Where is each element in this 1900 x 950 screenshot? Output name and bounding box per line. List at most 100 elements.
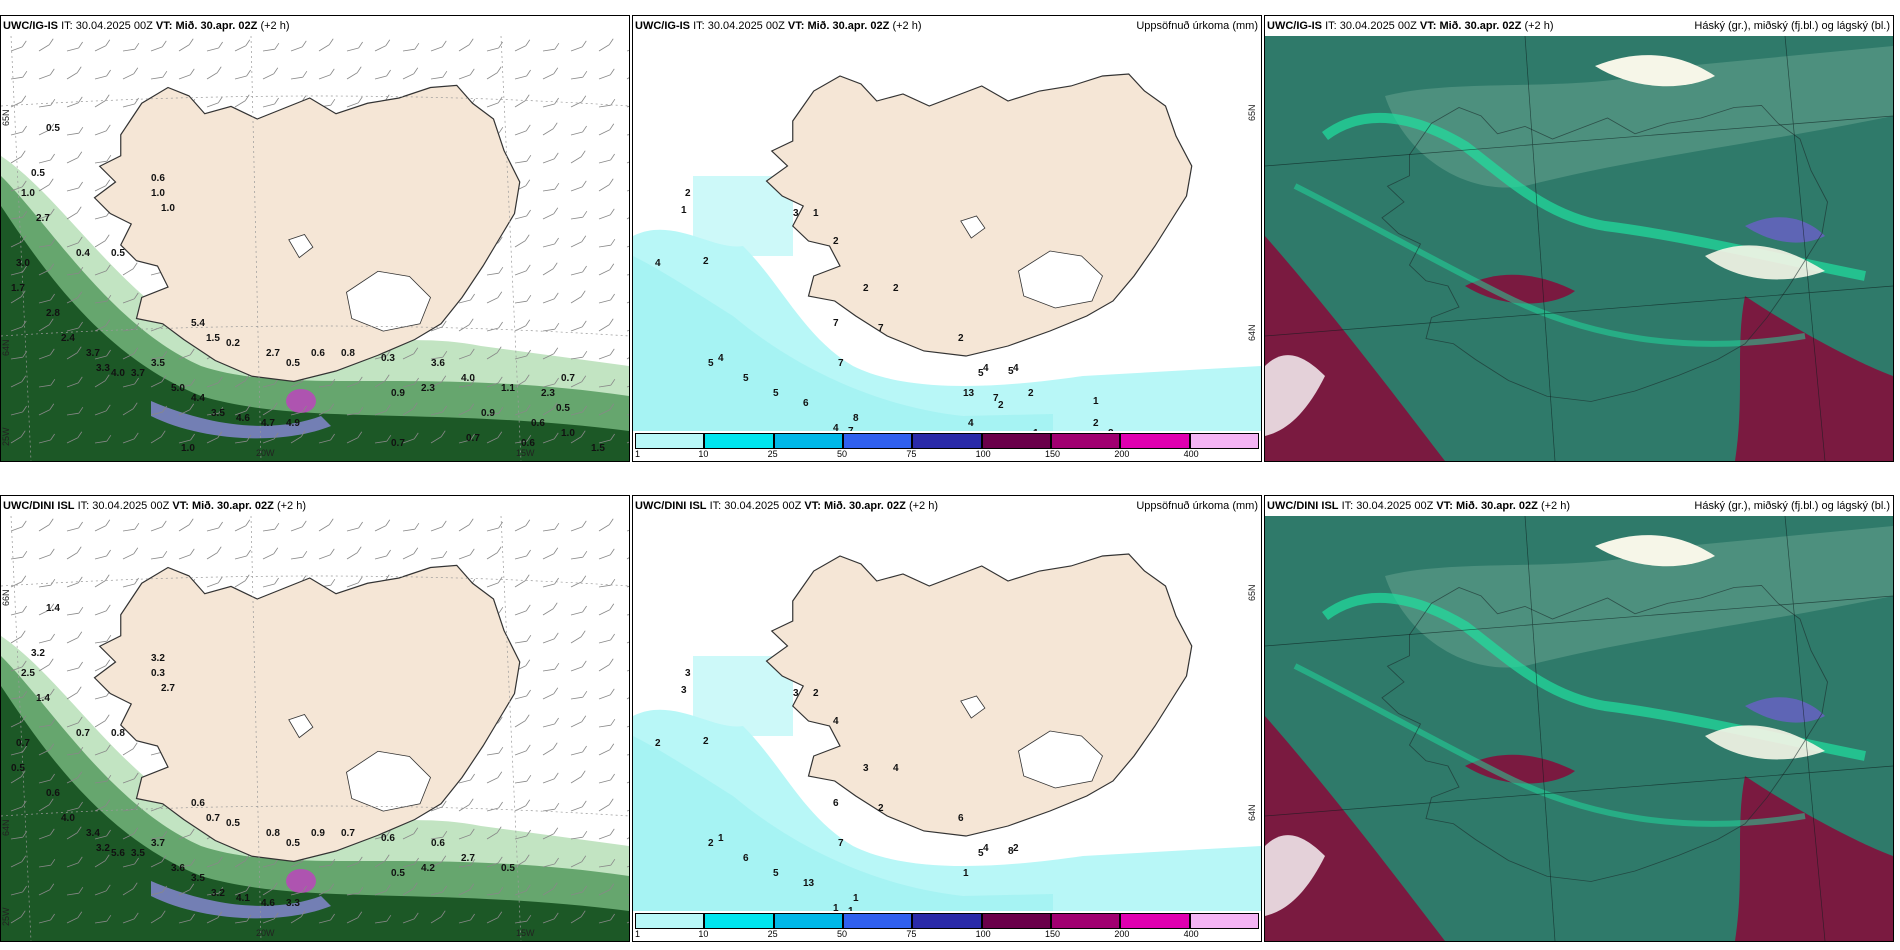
high-cloud	[1465, 274, 1575, 304]
value-label: 0.7	[16, 738, 30, 749]
bright-cloud	[1265, 835, 1325, 916]
legend-swatch	[773, 433, 843, 449]
value-label: 3.6	[171, 863, 185, 874]
value-label: 5	[773, 388, 779, 399]
precip-map: 213124222772455475455687413722241211165N…	[633, 36, 1261, 431]
iceland-land	[93, 84, 521, 383]
glacier	[346, 750, 431, 812]
value-label: 2.4	[61, 333, 75, 344]
low-cloud	[1293, 663, 1806, 827]
value-label: 0.3	[381, 353, 395, 364]
value-label: 0.5	[111, 248, 125, 259]
high-cloud	[1265, 236, 1445, 461]
precip-legend: 1 10 25 50 75 100 150 200 400	[635, 913, 1259, 939]
value-label: 2	[685, 188, 691, 199]
legend-tick: 100	[975, 929, 991, 939]
value-label: 8	[1008, 846, 1014, 857]
value-label: 0.5	[501, 863, 515, 874]
high-cloud	[1265, 716, 1445, 941]
value-label: 1	[813, 208, 819, 219]
value-label: 4.9	[286, 418, 300, 429]
value-label: 0.6	[46, 788, 60, 799]
value-label: 2	[1093, 418, 1099, 429]
bright-cloud	[1265, 355, 1325, 436]
value-label: 6	[803, 398, 809, 409]
value-label: 3.3	[96, 363, 110, 374]
value-label: 4.0	[461, 373, 475, 384]
value-label: 3.0	[16, 258, 30, 269]
legend-tick: 10	[698, 449, 709, 459]
value-label: 0.2	[226, 338, 240, 349]
legend-swatch	[843, 913, 913, 929]
value-label: 1.0	[161, 203, 175, 214]
value-label: 0.5	[226, 818, 240, 829]
value-label: 7	[833, 318, 839, 329]
coastline	[1381, 104, 1828, 402]
value-label: 1.4	[36, 693, 50, 704]
value-label: 0.3	[151, 668, 165, 679]
legend-swatch	[635, 913, 705, 929]
graticule	[1265, 516, 1893, 941]
value-label: 3	[863, 763, 869, 774]
value-label: 3.5	[151, 358, 165, 369]
legend-swatch	[1189, 913, 1259, 929]
value-label: 0.6	[151, 173, 165, 184]
legend-tick: 75	[906, 929, 917, 939]
legend-tick: 25	[767, 929, 778, 939]
value-label: 2	[958, 333, 964, 344]
legend-swatch	[1189, 433, 1259, 449]
axis-label: 64N	[1247, 324, 1257, 341]
legend-tick: 10	[698, 929, 709, 939]
value-label: 2	[878, 803, 884, 814]
axis-label: 25W	[1, 427, 11, 446]
glacier	[1018, 250, 1103, 309]
bright-cloud	[1595, 535, 1715, 567]
panel-header: UWC/IG-IS IT: 30.04.2025 00Z VT: Mið. 30…	[633, 16, 1261, 36]
value-label: 1	[681, 205, 687, 216]
value-label: 4	[833, 423, 839, 431]
panel-cloud-igis: UWC/IG-IS IT: 30.04.2025 00Z VT: Mið. 30…	[1264, 15, 1894, 462]
value-label: 2	[655, 738, 661, 749]
axis-label: 25W	[1, 907, 11, 926]
mid-cloud	[1385, 46, 1893, 188]
axis-label: 66N	[1, 589, 11, 606]
shade-dark	[1, 206, 629, 461]
value-label: 3	[681, 685, 687, 696]
value-label: 5	[743, 373, 749, 384]
value-label: 2	[1013, 843, 1019, 854]
iceland-land	[765, 73, 1193, 357]
panel-cloud-dini: UWC/DINI ISL IT: 30.04.2025 00Z VT: Mið.…	[1264, 495, 1894, 942]
legend-tick: 1	[635, 929, 641, 939]
value-label: 7	[848, 426, 854, 431]
value-label: 1.0	[151, 188, 165, 199]
legend-swatch	[912, 433, 982, 449]
panel-wind-igis: UWC/IG-IS IT: 30.04.2025 00Z VT: Mið. 30…	[0, 15, 630, 462]
value-label: 2	[1108, 428, 1114, 431]
value-label: 4.7	[261, 418, 275, 429]
value-label: 0.9	[391, 388, 405, 399]
blue-cloud	[1745, 217, 1825, 243]
axis-label: 20W	[256, 448, 275, 458]
value-label: 4	[718, 353, 724, 364]
precip-map: 33324223462648527216513111165N64N	[633, 516, 1261, 911]
value-label: 2	[863, 283, 869, 294]
mid-cloud	[1385, 526, 1893, 668]
low-cloud	[1293, 183, 1806, 347]
value-label: 5	[708, 358, 714, 369]
value-label: 2	[813, 688, 819, 699]
precip-area	[633, 256, 1053, 431]
value-label: 0.6	[531, 418, 545, 429]
value-label: 0.5	[556, 403, 570, 414]
value-label: 2	[708, 838, 714, 849]
value-label: 4	[983, 363, 989, 374]
value-label: 8	[853, 413, 859, 424]
panel-header: UWC/DINI ISL IT: 30.04.2025 00Z VT: Mið.…	[3, 500, 306, 512]
value-label: 2.3	[421, 383, 435, 394]
value-label: 2	[703, 736, 709, 747]
panel-title: Uppsöfnuð úrkoma (mm)	[1136, 500, 1258, 512]
legend-swatch	[1120, 913, 1190, 929]
value-label: 3.6	[431, 358, 445, 369]
axis-label: 64N	[1247, 804, 1257, 821]
shade-purple	[151, 401, 331, 439]
axis-label: 20W	[256, 928, 275, 938]
